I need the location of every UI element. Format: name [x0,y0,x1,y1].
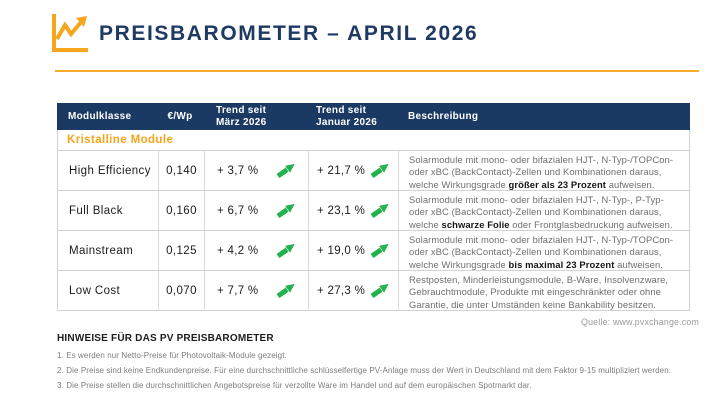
trend-up-arrow-icon [276,243,295,258]
trend-up-arrow-icon [370,203,389,218]
price-cell: 0,125 [158,231,204,270]
table-row: Mainstream 0,125 + 4,2 % + 19,0 % Solarm… [57,231,690,271]
column-header-modulklasse: Modulklasse [68,110,132,122]
price-cell: 0,160 [158,191,204,230]
column-header-trend-march: Trend seit März 2026 [216,105,267,128]
trend-up-arrow-icon [276,283,295,298]
module-class-cell: Mainstream [69,244,134,257]
table-header-row: Modulklasse €/Wp Trend seit März 2026 Tre… [57,103,690,130]
column-header-trend-january: Trend seit Januar 2026 [316,105,378,128]
source-credit: Quelle: www.pvxchange.com [581,317,699,327]
trend-january-cell: + 23,1 % [308,191,398,230]
trend-up-arrow-icon [370,243,389,258]
description-cell: Solarmodule mit mono- oder bifazialen HJ… [398,191,689,230]
notes-title: HINWEISE FÜR DAS PV PREISBAROMETER [57,333,274,344]
description-cell: Solarmodule mit mono- oder bifazialen HJ… [398,231,689,270]
description-cell: Restposten, Minderleistungsmodule, B-War… [398,271,689,310]
description-cell: Solarmodule mit mono- oder bifazialen HJ… [398,151,689,190]
trend-march-cell: + 3,7 % [204,151,308,190]
trend-january-cell: + 19,0 % [308,231,398,270]
trend-march-cell: + 4,2 % [204,231,308,270]
note-item: 3. Die Preise stellen die durchschnittli… [57,381,532,390]
line-chart-arrow-icon [52,14,88,52]
trend-march-cell: + 7,7 % [204,271,308,310]
module-class-cell: High Efficiency [69,164,151,177]
title-divider [55,70,699,72]
trend-january-cell: + 27,3 % [308,271,398,310]
trend-up-arrow-icon [370,283,389,298]
module-class-cell: Full Black [69,204,123,217]
note-item: 1. Es werden nur Netto-Preise für Photov… [57,351,287,360]
table-row: Low Cost 0,070 + 7,7 % + 27,3 % Restpost… [57,271,690,311]
trend-march-cell: + 6,7 % [204,191,308,230]
page-title: PREISBAROMETER – APRIL 2026 [99,22,479,45]
note-item: 2. Die Preise sind keine Endkundenpreise… [57,366,672,375]
price-table: Modulklasse €/Wp Trend seit März 2026 Tre… [57,103,690,311]
module-class-cell: Low Cost [69,284,121,297]
trend-up-arrow-icon [370,163,389,178]
table-row: Full Black 0,160 + 6,7 % + 23,1 % Solarm… [57,191,690,231]
table-row: High Efficiency 0,140 + 3,7 % + 21,7 % S… [57,151,690,191]
price-cell: 0,140 [158,151,204,190]
trend-up-arrow-icon [276,163,295,178]
price-cell: 0,070 [158,271,204,310]
column-header-description: Beschreibung [408,110,479,122]
trend-up-arrow-icon [276,203,295,218]
trend-january-cell: + 21,7 % [308,151,398,190]
column-header-price: €/Wp [167,110,193,122]
group-header-kristalline-module: Kristalline Module [57,130,690,151]
